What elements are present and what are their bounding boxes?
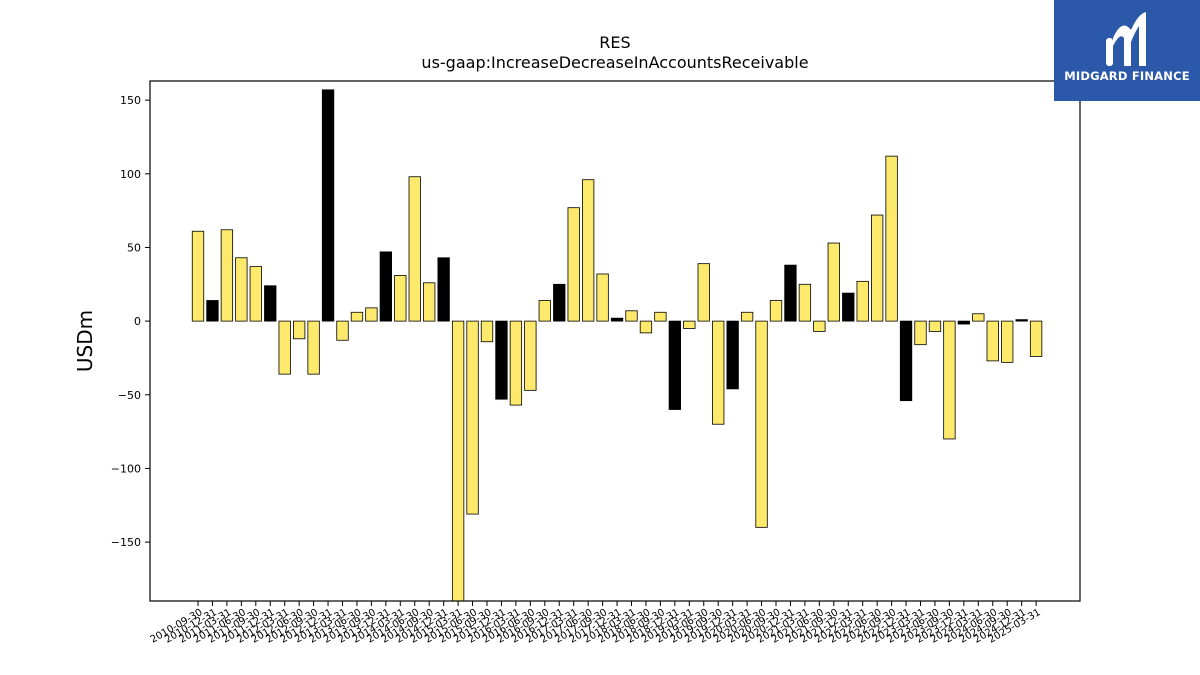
bar	[740, 311, 754, 322]
bar	[697, 263, 710, 322]
bar	[885, 155, 898, 322]
bar	[1029, 320, 1043, 357]
bar	[336, 320, 349, 341]
bar	[524, 320, 537, 391]
bar	[365, 307, 378, 322]
bar	[798, 283, 812, 322]
bar	[307, 320, 320, 375]
bar	[538, 300, 551, 322]
bar	[813, 320, 826, 332]
bar	[379, 251, 393, 322]
bar	[553, 283, 566, 322]
y-tick-label: 100	[120, 168, 141, 181]
bar	[321, 89, 335, 322]
bar	[957, 320, 970, 325]
bar	[683, 320, 696, 329]
bar	[784, 264, 797, 322]
midgard-logo-icon	[1106, 12, 1146, 66]
bar	[712, 320, 725, 425]
bar	[769, 300, 783, 322]
chart-title: RES	[599, 33, 630, 52]
y-tick-label: 150	[120, 94, 141, 107]
bar	[654, 311, 667, 322]
bar	[220, 229, 234, 322]
y-tick-label: −50	[118, 389, 141, 402]
bar	[856, 280, 869, 322]
bar	[394, 275, 407, 322]
bar	[278, 320, 291, 375]
bars-group	[191, 89, 1043, 602]
brand-logo: MIDGARD FINANCE	[1054, 0, 1200, 101]
y-tick-label: −150	[111, 536, 141, 549]
y-axis-label: USDm	[73, 310, 97, 372]
bar	[264, 285, 277, 322]
bar	[249, 266, 262, 322]
brand-name: MIDGARD FINANCE	[1064, 69, 1190, 83]
bar	[466, 320, 479, 515]
chart-subtitle: us-gaap:IncreaseDecreaseInAccountsReceiv…	[421, 53, 808, 72]
bar	[610, 317, 624, 322]
bar	[639, 320, 653, 334]
bar	[726, 320, 739, 390]
bar	[827, 242, 840, 322]
bar	[755, 320, 768, 528]
bar	[972, 313, 985, 322]
bar	[928, 320, 942, 332]
bar	[206, 300, 219, 322]
bar	[191, 230, 205, 322]
y-tick-label: 0	[134, 315, 141, 328]
bar	[408, 176, 421, 322]
bar	[871, 214, 884, 322]
bar	[596, 273, 609, 322]
bar	[292, 320, 306, 340]
bar	[495, 320, 508, 400]
bar	[567, 207, 580, 322]
bar	[986, 320, 999, 362]
y-tick-label: 50	[127, 241, 141, 254]
bar	[423, 282, 436, 322]
bar	[582, 179, 595, 322]
bar	[1015, 319, 1028, 322]
y-axis-ticks: −150 −100 −50 0 50 100 150	[111, 94, 150, 549]
bar	[943, 320, 956, 440]
bar	[668, 320, 681, 410]
bar	[1001, 320, 1014, 363]
y-tick-label: −100	[111, 462, 141, 475]
bar	[437, 257, 450, 322]
bar	[350, 311, 364, 322]
x-axis-ticks: 2010-09-302010-12-312011-03-312011-06-30…	[149, 601, 1043, 646]
bar	[480, 320, 494, 343]
bar	[235, 257, 248, 322]
bar	[914, 320, 927, 346]
bar	[842, 292, 855, 322]
bar	[899, 320, 913, 402]
bar	[509, 320, 523, 406]
bar	[625, 310, 638, 322]
plot-frame	[149, 80, 1081, 602]
bar	[451, 320, 465, 602]
